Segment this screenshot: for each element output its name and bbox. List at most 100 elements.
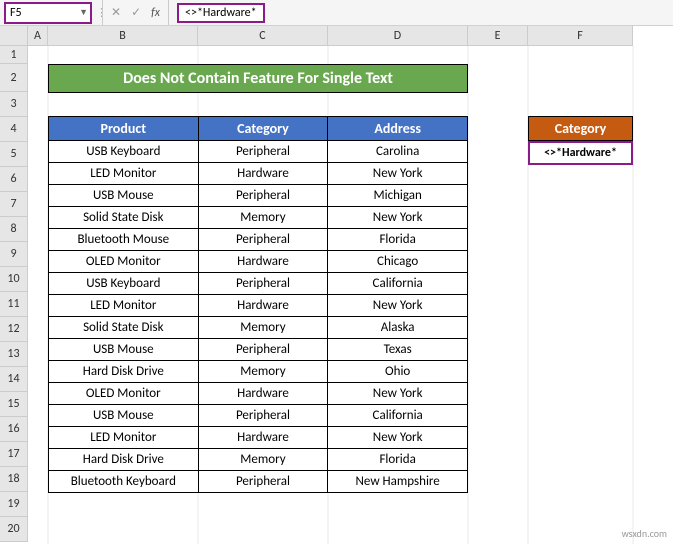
table-cell[interactable]: New York xyxy=(328,207,468,229)
table-cell[interactable]: Hardware xyxy=(198,427,328,449)
table-cell[interactable]: Hardware xyxy=(198,295,328,317)
col-header-A[interactable]: A xyxy=(28,26,48,46)
table-cell[interactable]: Ohio xyxy=(328,361,468,383)
table-cell[interactable]: Solid State Disk xyxy=(49,207,199,229)
table-cell[interactable]: Hardware xyxy=(198,383,328,405)
table-row[interactable]: Hard Disk DriveMemoryOhio xyxy=(49,361,468,383)
table-cell[interactable]: Carolina xyxy=(328,141,468,163)
table-cell[interactable]: USB Mouse xyxy=(49,185,199,207)
name-box-dropdown-icon[interactable]: ▼ xyxy=(79,7,88,18)
table-cell[interactable]: New Hampshire xyxy=(328,471,468,493)
table-row[interactable]: USB MousePeripheralMichigan xyxy=(49,185,468,207)
table-row[interactable]: OLED MonitorHardwareNew York xyxy=(49,383,468,405)
row-header-10[interactable]: 10 xyxy=(0,267,28,292)
enter-icon[interactable]: ✓ xyxy=(131,5,141,20)
table-cell[interactable]: OLED Monitor xyxy=(49,251,199,273)
table-cell[interactable]: LED Monitor xyxy=(49,295,199,317)
table-row[interactable]: OLED MonitorHardwareChicago xyxy=(49,251,468,273)
table-row[interactable]: USB MousePeripheralCalifornia xyxy=(49,405,468,427)
header-product[interactable]: Product xyxy=(49,117,199,141)
table-cell[interactable]: Peripheral xyxy=(198,405,328,427)
table-cell[interactable]: New York xyxy=(328,163,468,185)
row-header-8[interactable]: 8 xyxy=(0,217,28,242)
table-cell[interactable]: Texas xyxy=(328,339,468,361)
criteria-cell[interactable]: <>*Hardware* xyxy=(528,141,633,165)
table-cell[interactable]: Peripheral xyxy=(198,141,328,163)
table-cell[interactable]: Peripheral xyxy=(198,229,328,251)
row-header-14[interactable]: 14 xyxy=(0,367,28,392)
header-category[interactable]: Category xyxy=(198,117,328,141)
table-cell[interactable]: New York xyxy=(328,295,468,317)
table-cell[interactable]: Solid State Disk xyxy=(49,317,199,339)
row-header-16[interactable]: 16 xyxy=(0,417,28,442)
header-address[interactable]: Address xyxy=(328,117,468,141)
table-row[interactable]: Bluetooth KeyboardPeripheralNew Hampshir… xyxy=(49,471,468,493)
cancel-icon[interactable]: ✕ xyxy=(111,5,121,20)
criteria-header[interactable]: Category xyxy=(528,116,633,141)
name-box[interactable]: F5 ▼ xyxy=(4,2,92,24)
table-cell[interactable]: Peripheral xyxy=(198,273,328,295)
table-cell[interactable]: Hardware xyxy=(198,163,328,185)
table-cell[interactable]: Peripheral xyxy=(198,185,328,207)
row-header-3[interactable]: 3 xyxy=(0,92,28,117)
row-header-17[interactable]: 17 xyxy=(0,442,28,467)
formula-input[interactable]: <>*Hardware* xyxy=(169,3,673,23)
table-row[interactable]: Solid State DiskMemoryNew York xyxy=(49,207,468,229)
col-header-C[interactable]: C xyxy=(198,26,328,46)
table-cell[interactable]: LED Monitor xyxy=(49,427,199,449)
table-cell[interactable]: Memory xyxy=(198,317,328,339)
row-header-18[interactable]: 18 xyxy=(0,467,28,492)
table-cell[interactable]: California xyxy=(328,273,468,295)
table-cell[interactable]: New York xyxy=(328,383,468,405)
table-cell[interactable]: Memory xyxy=(198,449,328,471)
row-header-6[interactable]: 6 xyxy=(0,167,28,192)
table-cell[interactable]: Michigan xyxy=(328,185,468,207)
table-row[interactable]: LED MonitorHardwareNew York xyxy=(49,163,468,185)
table-cell[interactable]: USB Mouse xyxy=(49,339,199,361)
table-row[interactable]: USB KeyboardPeripheralCalifornia xyxy=(49,273,468,295)
table-cell[interactable]: Bluetooth Mouse xyxy=(49,229,199,251)
row-header-11[interactable]: 11 xyxy=(0,292,28,317)
table-cell[interactable]: Florida xyxy=(328,449,468,471)
row-header-1[interactable]: 1 xyxy=(0,46,28,64)
col-header-D[interactable]: D xyxy=(328,26,468,46)
table-cell[interactable]: Bluetooth Keyboard xyxy=(49,471,199,493)
row-header-19[interactable]: 19 xyxy=(0,492,28,517)
data-table[interactable]: Product Category Address USB KeyboardPer… xyxy=(48,116,468,493)
table-cell[interactable]: OLED Monitor xyxy=(49,383,199,405)
col-header-B[interactable]: B xyxy=(48,26,198,46)
table-row[interactable]: Bluetooth MousePeripheralFlorida xyxy=(49,229,468,251)
table-row[interactable]: USB KeyboardPeripheralCarolina xyxy=(49,141,468,163)
table-cell[interactable]: New York xyxy=(328,427,468,449)
table-row[interactable]: Solid State DiskMemoryAlaska xyxy=(49,317,468,339)
table-cell[interactable]: Peripheral xyxy=(198,339,328,361)
row-header-12[interactable]: 12 xyxy=(0,317,28,342)
row-header-2[interactable]: 2 xyxy=(0,64,28,92)
row-header-15[interactable]: 15 xyxy=(0,392,28,417)
table-cell[interactable]: Peripheral xyxy=(198,471,328,493)
table-cell[interactable]: Memory xyxy=(198,361,328,383)
table-row[interactable]: USB MousePeripheralTexas xyxy=(49,339,468,361)
table-cell[interactable]: Chicago xyxy=(328,251,468,273)
table-cell[interactable]: California xyxy=(328,405,468,427)
row-header-9[interactable]: 9 xyxy=(0,242,28,267)
row-header-13[interactable]: 13 xyxy=(0,342,28,367)
table-cell[interactable]: Florida xyxy=(328,229,468,251)
table-cell[interactable]: LED Monitor xyxy=(49,163,199,185)
col-header-F[interactable]: F xyxy=(528,26,633,46)
table-cell[interactable]: USB Keyboard xyxy=(49,273,199,295)
table-cell[interactable]: Hardware xyxy=(198,251,328,273)
row-header-20[interactable]: 20 xyxy=(0,517,28,542)
table-cell[interactable]: Hard Disk Drive xyxy=(49,361,199,383)
row-header-7[interactable]: 7 xyxy=(0,192,28,217)
table-cell[interactable]: Hard Disk Drive xyxy=(49,449,199,471)
row-header-4[interactable]: 4 xyxy=(0,117,28,142)
table-cell[interactable]: USB Mouse xyxy=(49,405,199,427)
table-cell[interactable]: Memory xyxy=(198,207,328,229)
row-header-5[interactable]: 5 xyxy=(0,142,28,167)
fx-icon[interactable]: fx xyxy=(151,6,160,20)
table-row[interactable]: LED MonitorHardwareNew York xyxy=(49,427,468,449)
col-header-E[interactable]: E xyxy=(468,26,528,46)
select-all-corner[interactable] xyxy=(0,26,28,46)
table-row[interactable]: LED MonitorHardwareNew York xyxy=(49,295,468,317)
